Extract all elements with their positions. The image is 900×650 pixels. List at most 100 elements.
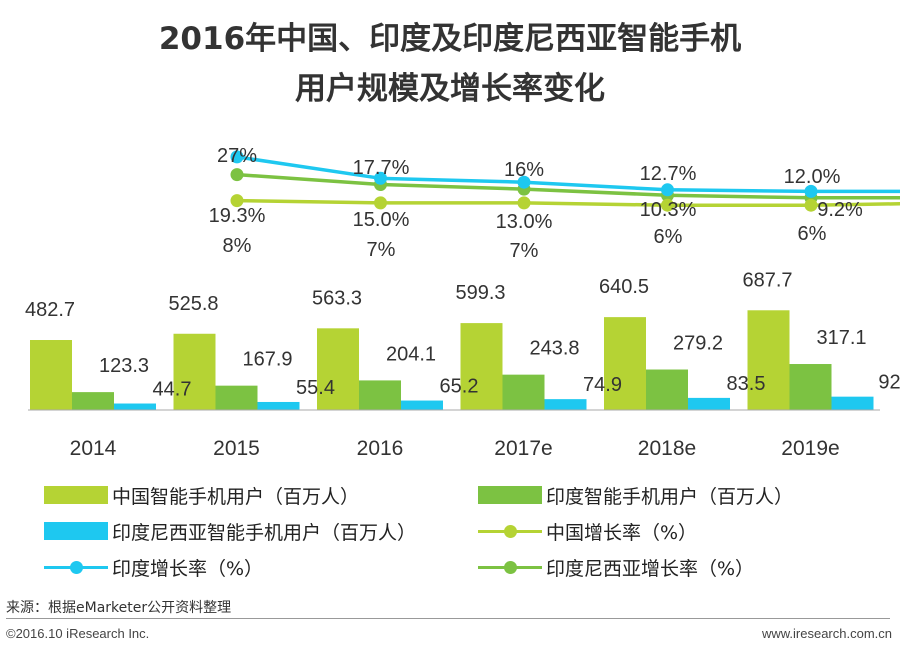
legend-label-india-growth: 印度增长率（%） [112, 557, 264, 580]
legend-swatch-india-users [478, 486, 542, 504]
legend-item-india-users: 印度智能手机用户（百万人） [478, 480, 793, 510]
x-tick-2016: 2016 [357, 437, 404, 460]
line-label-india-2014: 27% [217, 145, 257, 167]
bar-label-india-2015: 167.9 [242, 349, 292, 371]
bar-indonesia-2019e [831, 396, 874, 410]
point-china-growth-2017e [661, 198, 674, 212]
x-tick-2018e: 2018e [638, 437, 696, 460]
bar-label-china-2015: 525.8 [168, 293, 218, 315]
legend-swatch-china-users [44, 486, 108, 504]
bar-label-china-2016: 563.3 [312, 287, 362, 309]
legend-item-china-users: 中国智能手机用户（百万人） [44, 480, 359, 510]
line-label-indonesia-2017e: 10.3% [640, 199, 697, 221]
x-tick-2019e: 2019e [781, 437, 839, 460]
legend-line-china-growth [478, 522, 542, 540]
bar-china-2014 [30, 340, 72, 410]
x-tick-2017e: 2017e [494, 437, 552, 460]
labels-layer: 482.7 123.344.7 525.8 167.955.4 563.3 204.165… [25, 145, 900, 401]
point-india-growth-2018e [804, 184, 818, 198]
point-indonesia-growth-2014 [230, 168, 244, 182]
bar-label-indonesia-2018e: 83.5 [727, 373, 766, 395]
line-label-china-2018e: 6% [798, 223, 827, 245]
line-label-china-2015: 7% [367, 239, 396, 261]
bar-indonesia-2014 [114, 403, 156, 410]
legend-label-indonesia-growth: 印度尼西亚增长率（%） [546, 557, 755, 580]
bar-india-2015 [215, 385, 258, 410]
line-label-india-2015: 17.7% [353, 157, 410, 179]
bar-label-china-2014: 482.7 [25, 299, 75, 321]
line-label-china-2016: 7% [510, 240, 539, 262]
legend-label-china-users: 中国智能手机用户（百万人） [112, 485, 360, 508]
x-tick-2015: 2015 [213, 437, 260, 460]
line-label-indonesia-2018e: 9.2% [817, 199, 863, 221]
legend-label-china-growth: 中国增长率（%） [546, 521, 698, 544]
line-label-india-2018e: 12.0% [784, 166, 841, 188]
point-india-growth-2015 [374, 171, 387, 185]
line-china-growth [236, 198, 900, 207]
combo-chart: 482.7 123.344.7 525.8 167.955.4 563.3 204.165… [25, 145, 900, 460]
legend-label-india-users: 印度智能手机用户（百万人） [546, 485, 794, 508]
ticks-layer: 2014 2015 2016 2017e 2018e 2019e [70, 437, 840, 460]
line-label-india-2016: 16% [504, 159, 544, 181]
footer-divider [6, 618, 890, 619]
bar-india-2018e [646, 369, 688, 410]
website-link[interactable]: www.iresearch.com.cn [761, 626, 892, 641]
point-india-growth-2014 [230, 150, 244, 164]
bar-indonesia-2015 [257, 401, 300, 410]
bar-india-2017e [502, 374, 545, 410]
bar-indonesia-2017e [544, 399, 587, 410]
line-label-china-2017e: 6% [654, 226, 683, 248]
point-china-growth-2018e [804, 198, 818, 212]
title-line-2: 用户规模及增长率变化 [295, 71, 605, 107]
point-china-growth-2016 [517, 196, 531, 210]
bar-label-indonesia-2015: 55.4 [296, 377, 335, 399]
bar-india-2014 [72, 392, 114, 410]
bar-china-2017e [460, 323, 503, 410]
bar-indonesia-2018e [688, 397, 730, 410]
bar-label-india-2018e: 279.2 [673, 333, 723, 355]
line-label-indonesia-2016: 13.0% [496, 211, 553, 233]
bar-indonesia-2016 [401, 400, 443, 410]
lines-layer [230, 150, 900, 212]
line-label-indonesia-2015: 15.0% [353, 209, 410, 231]
bar-label-india-2016: 204.1 [386, 343, 436, 365]
bar-label-china-2017e: 599.3 [455, 282, 505, 304]
legend-item-india-growth: 印度增长率（%） [44, 552, 263, 582]
line-label-india-2017e: 12.7% [640, 163, 697, 185]
bar-label-india-2014: 123.3 [99, 355, 149, 377]
line-india-growth [236, 155, 900, 194]
bar-china-2018e [604, 317, 646, 410]
legend-line-india-growth [44, 558, 108, 576]
copyright: ©2016.10 iResearch Inc. [6, 626, 150, 641]
bar-label-india-2019e: 317.1 [816, 327, 866, 349]
bars-layer [30, 310, 874, 410]
source-note: 来源：根据eMarketer公开资料整理 [6, 600, 232, 616]
bar-china-2015 [173, 333, 216, 410]
bar-china-2016 [317, 328, 359, 410]
bar-label-china-2018e: 640.5 [599, 276, 649, 298]
point-china-growth-2014 [230, 194, 244, 208]
line-label-indonesia-2014: 19.3% [209, 205, 266, 227]
bar-india-2019e [789, 364, 832, 410]
legend: 中国智能手机用户（百万人） 印度智能手机用户（百万人） 印度尼西亚智能手机用户（… [0, 472, 900, 592]
line-indonesia-growth [236, 172, 900, 200]
bar-label-indonesia-2016: 65.2 [440, 376, 479, 398]
legend-swatch-indonesia-users [44, 522, 108, 540]
x-tick-2014: 2014 [70, 437, 117, 460]
legend-label-indonesia-users: 印度尼西亚智能手机用户（百万人） [112, 521, 417, 544]
bar-label-indonesia-2019e: 92 [878, 372, 900, 394]
legend-item-indonesia-users: 印度尼西亚智能手机用户（百万人） [44, 516, 416, 546]
line-label-china-2014: 8% [223, 235, 252, 257]
bar-label-china-2019e: 687.7 [742, 269, 792, 291]
bar-label-india-2017e: 243.8 [529, 338, 579, 360]
bar-label-indonesia-2014: 44.7 [153, 379, 192, 401]
bar-china-2019e [747, 310, 790, 410]
point-india-growth-2016 [517, 175, 531, 189]
bar-label-indonesia-2017e: 74.9 [583, 374, 622, 396]
bar-india-2016 [359, 380, 401, 410]
title-line-1: 2016年中国、印度及印度尼西亚智能手机 [158, 21, 742, 57]
page-title: 2016年中国、印度及印度尼西亚智能手机 用户规模及增长率变化 [0, 14, 900, 114]
legend-item-china-growth: 中国增长率（%） [478, 516, 697, 546]
point-india-growth-2017e [661, 183, 674, 197]
point-china-growth-2015 [374, 196, 387, 210]
